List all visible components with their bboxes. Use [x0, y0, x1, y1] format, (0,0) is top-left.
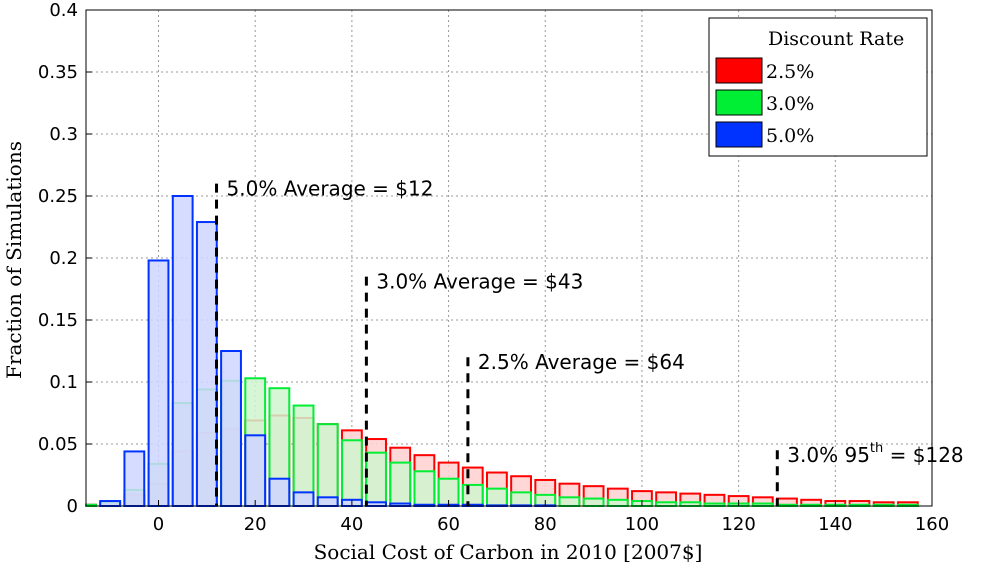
y-tick-label-2: 0.1 [49, 372, 78, 393]
y-tick-label-0: 0 [67, 496, 78, 517]
y-tick-label-3: 0.15 [38, 310, 78, 331]
bar-50-bin-7 [244, 434, 267, 508]
bar-30-bin-9 [292, 404, 315, 507]
x-tick-label-5: 100 [625, 514, 659, 535]
y-tick-label-8: 0.4 [49, 0, 78, 21]
annotation-label-avg-25: 2.5% Average = $64 [478, 350, 685, 374]
bar-30-bin-20 [558, 496, 581, 508]
bar-50-bin-6 [220, 350, 242, 507]
annotation-label-p95-3: 3.0% 95th = $128 [787, 441, 963, 467]
bar-50-bin-9 [292, 491, 315, 507]
legend-swatch-2 [715, 121, 763, 148]
legend-swatch-0 [715, 57, 763, 84]
annotation-label-avg-5: 5.0% Average = $12 [227, 177, 434, 201]
y-axis-title: Fraction of Simulations [2, 141, 26, 379]
y-tick-label-7: 0.35 [38, 62, 78, 83]
bar-30-bin-12 [365, 451, 387, 507]
bar-30-bin-25 [679, 501, 702, 507]
y-tick-label-5: 0.25 [38, 186, 78, 207]
y-tick-label-6: 0.3 [49, 124, 78, 145]
bar-30-bin-22 [606, 498, 629, 507]
x-tick-label-2: 40 [340, 514, 363, 535]
bar-50-bin-10 [316, 496, 339, 508]
ticks: 0 20 40 60 80 100 120 140 160 0 0.05 0.1 0.15 0.2 0.25… [38, 0, 949, 535]
bar-30-bin-14 [413, 470, 436, 507]
bar-50-bin-1 [99, 500, 122, 508]
bar-30-bin-16 [461, 483, 484, 508]
bar-50-bin-4 [171, 195, 194, 507]
bar-30-bin-18 [510, 491, 532, 507]
bar-50-bin-2 [123, 450, 146, 508]
legend-label-1: 3.0% [766, 93, 814, 115]
x-tick-label-4: 80 [534, 514, 557, 535]
annotation-labels: 5.0% Average = $12 3.0% Average = $43 2.5%… [227, 177, 964, 468]
x-tick-label-8: 160 [915, 514, 949, 535]
y-tick-label-4: 0.2 [49, 248, 78, 269]
bar-30-bin-17 [486, 487, 508, 508]
annotation-lines [215, 183, 779, 506]
legend-label-0: 2.5% [766, 61, 814, 83]
x-tick-label-0: 0 [153, 514, 164, 535]
x-tick-label-1: 20 [244, 514, 267, 535]
bar-50-bin-8 [268, 477, 291, 508]
annotation-label-avg-3: 3.0% Average = $43 [376, 270, 583, 294]
legend: Discount Rate 2.5% 3.0% 5.0% [708, 17, 928, 157]
bar-30-bin-11 [340, 439, 363, 507]
bar-30-bin-21 [582, 497, 605, 507]
bar-50-bin-12 [365, 501, 387, 507]
legend-swatch-1 [715, 89, 763, 116]
legend-title: Discount Rate [768, 28, 904, 50]
bar-30-bin-13 [389, 461, 412, 508]
x-axis-title: Social Cost of Carbon in 2010 [2007$] [314, 540, 703, 564]
bar-50-bin-3 [147, 259, 170, 508]
bar-30-bin-10 [316, 423, 339, 507]
x-tick-label-7: 140 [818, 514, 852, 535]
bar-50-bin-5 [195, 221, 218, 507]
x-tick-label-6: 120 [721, 514, 755, 535]
y-tick-label-1: 0.05 [38, 434, 78, 455]
bar-30-bin-24 [655, 501, 678, 507]
x-tick-label-3: 60 [437, 514, 460, 535]
legend-label-2: 5.0% [766, 125, 814, 147]
